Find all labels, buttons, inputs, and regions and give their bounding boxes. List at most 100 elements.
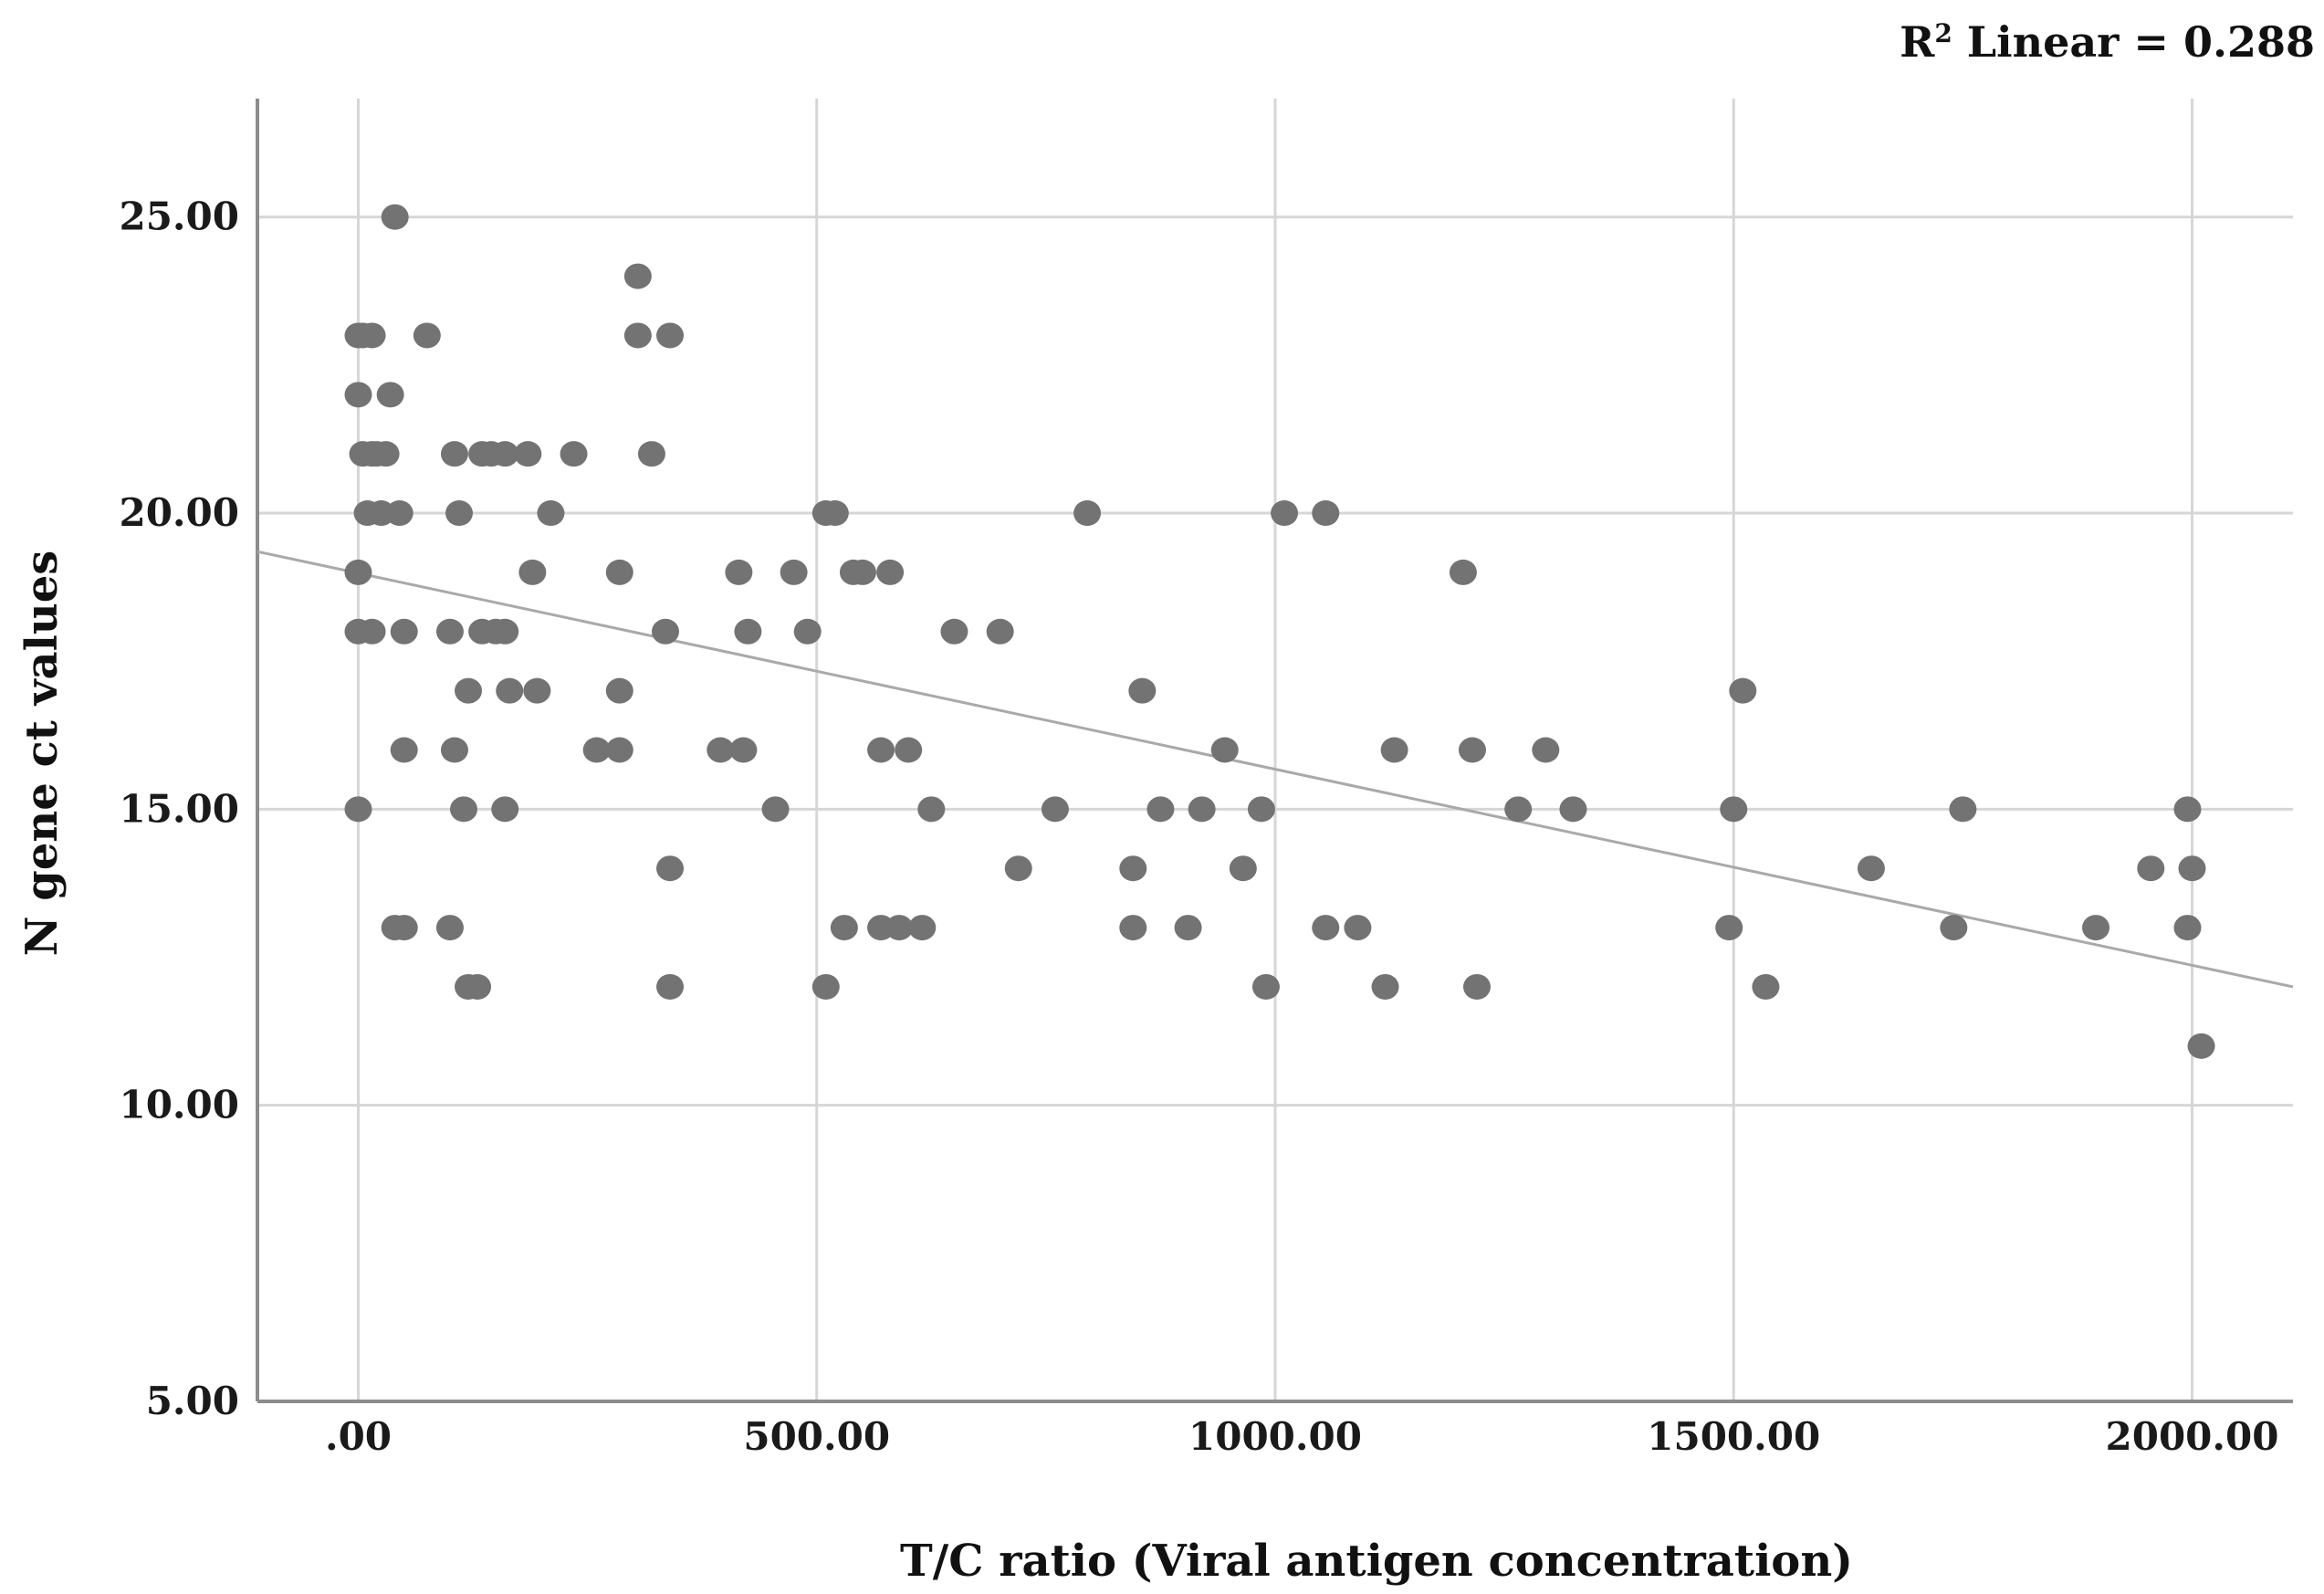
- data-point: [1146, 796, 1175, 823]
- data-point: [390, 618, 418, 645]
- x-tick-label: 2000.00: [2106, 1414, 2279, 1459]
- data-point: [848, 559, 876, 585]
- y-tick-label: 15.00: [119, 786, 239, 831]
- x-tick-label: .00: [325, 1414, 392, 1459]
- data-point: [811, 973, 840, 1000]
- y-axis-title: N gene ct values: [16, 551, 68, 957]
- data-point: [830, 915, 858, 941]
- data-point: [582, 737, 611, 763]
- data-point: [1073, 500, 1102, 527]
- data-point: [940, 618, 968, 645]
- data-point: [1247, 796, 1275, 823]
- y-tick-label: 20.00: [119, 490, 239, 535]
- x-tick-labels: .00 500.00 1000.00 1500.00 2000.00: [325, 1414, 2279, 1459]
- r-squared-prefix: R: [1900, 17, 1935, 67]
- data-point: [1128, 677, 1157, 704]
- data-point: [537, 500, 565, 527]
- data-point: [1715, 915, 1743, 941]
- data-point: [1004, 855, 1032, 882]
- data-point: [917, 796, 946, 823]
- data-point: [1119, 915, 1147, 941]
- data-point: [1949, 796, 1977, 823]
- data-point: [390, 737, 418, 763]
- x-tick-label: 500.00: [743, 1414, 890, 1459]
- data-point: [1940, 915, 1968, 941]
- data-point: [518, 559, 547, 585]
- data-point: [2173, 915, 2202, 941]
- data-point: [450, 796, 478, 823]
- data-point: [895, 737, 923, 763]
- data-point: [876, 559, 905, 585]
- data-point: [1271, 500, 1299, 527]
- data-point: [605, 559, 633, 585]
- data-point: [656, 855, 685, 882]
- data-point: [560, 441, 588, 467]
- y-tick-label: 10.00: [119, 1083, 239, 1127]
- data-point: [1174, 915, 1202, 941]
- data-point: [514, 441, 542, 467]
- data-point: [1188, 796, 1216, 823]
- data-point: [656, 322, 685, 349]
- data-point: [2187, 1033, 2215, 1059]
- data-point: [381, 204, 409, 230]
- data-point: [2178, 855, 2206, 882]
- data-point: [1729, 677, 1757, 704]
- data-point: [496, 677, 524, 704]
- data-point: [372, 441, 400, 467]
- data-point: [435, 915, 464, 941]
- y-tick-labels: 5.00 10.00 15.00 20.00 25.00: [119, 194, 239, 1423]
- data-point: [1504, 796, 1533, 823]
- data-point: [491, 796, 519, 823]
- data-point: [358, 322, 386, 349]
- data-point: [455, 677, 483, 704]
- r-squared-value: Linear = 0.288: [1952, 17, 2315, 67]
- data-point: [1720, 796, 1748, 823]
- data-point: [2082, 915, 2110, 941]
- data-point: [1559, 796, 1587, 823]
- data-point: [358, 618, 386, 645]
- data-point: [1857, 855, 1885, 882]
- data-point: [1229, 855, 1257, 882]
- data-point: [605, 737, 633, 763]
- data-point: [1210, 737, 1239, 763]
- r-squared-annotation: R2 Linear = 0.288: [1900, 17, 2315, 67]
- data-point: [986, 618, 1014, 645]
- data-point: [725, 559, 753, 585]
- data-point: [2173, 796, 2202, 823]
- y-tick-label: 25.00: [119, 194, 239, 239]
- data-point: [623, 263, 652, 289]
- data-point: [1532, 737, 1560, 763]
- data-point: [780, 559, 808, 585]
- data-point: [376, 382, 404, 408]
- data-point: [491, 618, 519, 645]
- data-point: [1344, 915, 1372, 941]
- data-point: [440, 441, 468, 467]
- data-point: [1449, 559, 1477, 585]
- data-point: [908, 915, 937, 941]
- data-point: [2137, 855, 2165, 882]
- x-tick-label: 1000.00: [1188, 1414, 1362, 1459]
- x-tick-label: 1500.00: [1647, 1414, 1820, 1459]
- gridlines: [257, 99, 2293, 1401]
- regression-line: [256, 550, 2294, 989]
- data-point: [761, 796, 790, 823]
- data-point: [734, 618, 762, 645]
- data-point: [656, 973, 685, 1000]
- data-point: [637, 441, 665, 467]
- data-point: [821, 500, 849, 527]
- data-point: [867, 737, 895, 763]
- data-point: [464, 973, 492, 1000]
- data-point: [1752, 973, 1780, 1000]
- data-points: [344, 204, 2215, 1059]
- data-point: [344, 382, 372, 408]
- data-point: [445, 500, 473, 527]
- data-point: [523, 677, 551, 704]
- data-point: [707, 737, 735, 763]
- data-point: [385, 500, 414, 527]
- data-point: [1458, 737, 1486, 763]
- data-point: [652, 618, 680, 645]
- data-point: [344, 796, 372, 823]
- data-point: [623, 322, 652, 349]
- data-point: [605, 677, 633, 704]
